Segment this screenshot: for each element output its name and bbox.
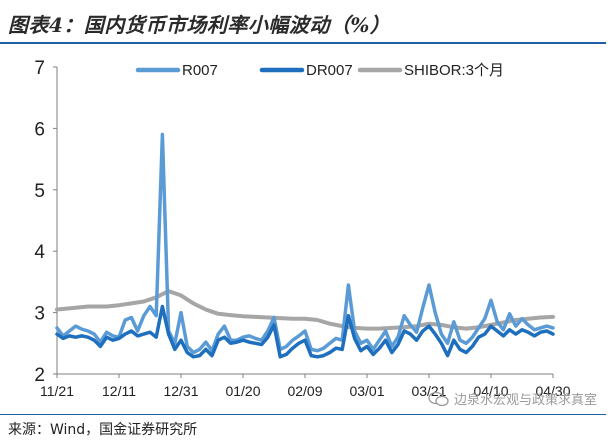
watermark-text: 边泉水宏观与政策求真室 xyxy=(453,393,597,408)
x-tick-label: 04/10 xyxy=(473,383,508,399)
y-tick-label: 7 xyxy=(34,58,45,79)
legend: R007 DR007 SHIBOR:3个月 xyxy=(135,62,504,79)
legend-label: R007 xyxy=(182,62,218,79)
legend-label: SHIBOR:3个月 xyxy=(404,62,504,79)
legend-label: DR007 xyxy=(306,62,353,79)
x-tick-label: 12/11 xyxy=(102,383,136,399)
y-tick-label: 4 xyxy=(34,242,45,263)
x-tick-label: 04/30 xyxy=(535,383,570,399)
x-tick-label: 11/21 xyxy=(40,383,74,399)
source-note: 来源：Wind，国金证券研究所 xyxy=(8,422,198,438)
title-divider xyxy=(0,42,606,44)
watermark: 边泉水宏观与政策求真室 xyxy=(428,389,597,408)
x-tick-label: 12/31 xyxy=(163,383,198,399)
series-lines xyxy=(55,132,555,359)
y-tick-label: 5 xyxy=(34,181,45,202)
series-line-dr007 xyxy=(55,304,555,359)
x-tick-label: 03/01 xyxy=(349,383,384,399)
x-tick-label: 01/20 xyxy=(225,383,260,399)
line-chart: 2 3 4 5 6 7 11/21 12/11 12/31 01/20 02/09 03/01 03/2… xyxy=(34,58,570,399)
chart-title: 图表4：国内货币市场利率小幅波动（%） xyxy=(8,13,391,37)
series-line-r007 xyxy=(55,132,555,355)
series-line-shibor xyxy=(55,289,555,331)
wechat-icon xyxy=(428,391,449,406)
axes: 2 3 4 5 6 7 11/21 12/11 12/31 01/20 02/09 03/01 03/2… xyxy=(34,58,570,399)
x-tick-label: 02/09 xyxy=(287,383,322,399)
footer-divider xyxy=(0,414,606,415)
footer: 来源：Wind，国金证券研究所 xyxy=(0,414,611,440)
title-bar: 图表4：国内货币市场利率小幅波动（%） xyxy=(0,0,611,44)
y-tick-label: 6 xyxy=(34,119,45,140)
x-tick-label: 03/21 xyxy=(411,383,446,399)
y-tick-label: 3 xyxy=(34,304,45,325)
y-tick-label: 2 xyxy=(34,365,45,386)
